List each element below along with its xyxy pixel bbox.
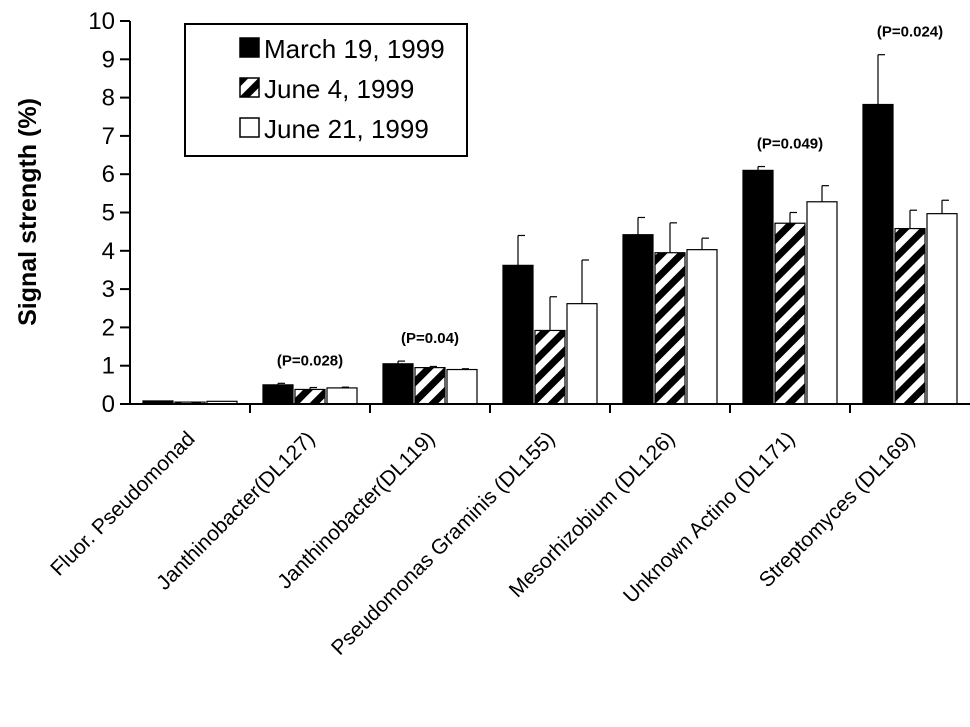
bars-group — [142, 54, 958, 405]
y-tick-label: 10 — [88, 8, 115, 35]
annotations-group: (P=0.028) (P=0.04) (P=0.049) (P=0.024) — [277, 24, 943, 370]
p-value-annotation: (P=0.049) — [757, 136, 823, 153]
bar — [566, 303, 598, 405]
bar — [806, 201, 838, 405]
bar — [774, 222, 806, 405]
legend-label: June 21, 1999 — [264, 114, 429, 144]
y-tick-label: 6 — [102, 161, 115, 188]
bar — [414, 367, 446, 405]
bar — [262, 384, 294, 405]
p-value-annotation: (P=0.024) — [877, 24, 943, 41]
bar — [862, 103, 894, 405]
legend-swatch — [239, 77, 260, 98]
y-tick-label: 9 — [102, 46, 115, 73]
y-axis: 0 1 2 3 4 5 6 7 8 9 10 — [88, 8, 131, 418]
legend-label: March 19, 1999 — [264, 34, 445, 64]
bar — [502, 264, 534, 405]
bar — [686, 249, 718, 405]
y-tick-label: 4 — [102, 238, 115, 265]
y-tick-label: 7 — [102, 123, 115, 150]
bar — [446, 368, 478, 405]
y-tick-label: 1 — [102, 353, 115, 380]
bar — [534, 329, 566, 405]
bar — [926, 213, 958, 405]
legend-label: June 4, 1999 — [264, 74, 414, 104]
bar — [654, 252, 686, 405]
bar — [742, 169, 774, 405]
legend-swatch — [239, 37, 260, 58]
y-tick-label: 8 — [102, 85, 115, 112]
legend-swatch — [239, 117, 260, 138]
y-tick-label: 5 — [102, 200, 115, 227]
p-value-annotation: (P=0.028) — [277, 352, 343, 369]
bar — [894, 227, 926, 405]
x-axis: Fluor. PseudomonadJanthinobacter(DL127)J… — [46, 403, 970, 660]
p-value-annotation: (P=0.04) — [401, 330, 459, 347]
y-tick-label: 2 — [102, 314, 115, 341]
bar — [382, 363, 414, 405]
legend-box — [184, 23, 468, 157]
bar — [622, 234, 654, 405]
y-tick-label: 0 — [102, 391, 115, 418]
y-axis-label: Signal strength (%) — [14, 98, 42, 326]
legend: March 19, 1999 June 4, 1999 June 21, 1999 — [184, 23, 468, 157]
y-tick-label: 3 — [102, 276, 115, 303]
bar — [294, 388, 326, 405]
bar — [326, 387, 358, 405]
x-category-label: Pseudomonas Graminis (DL155) — [327, 427, 560, 660]
